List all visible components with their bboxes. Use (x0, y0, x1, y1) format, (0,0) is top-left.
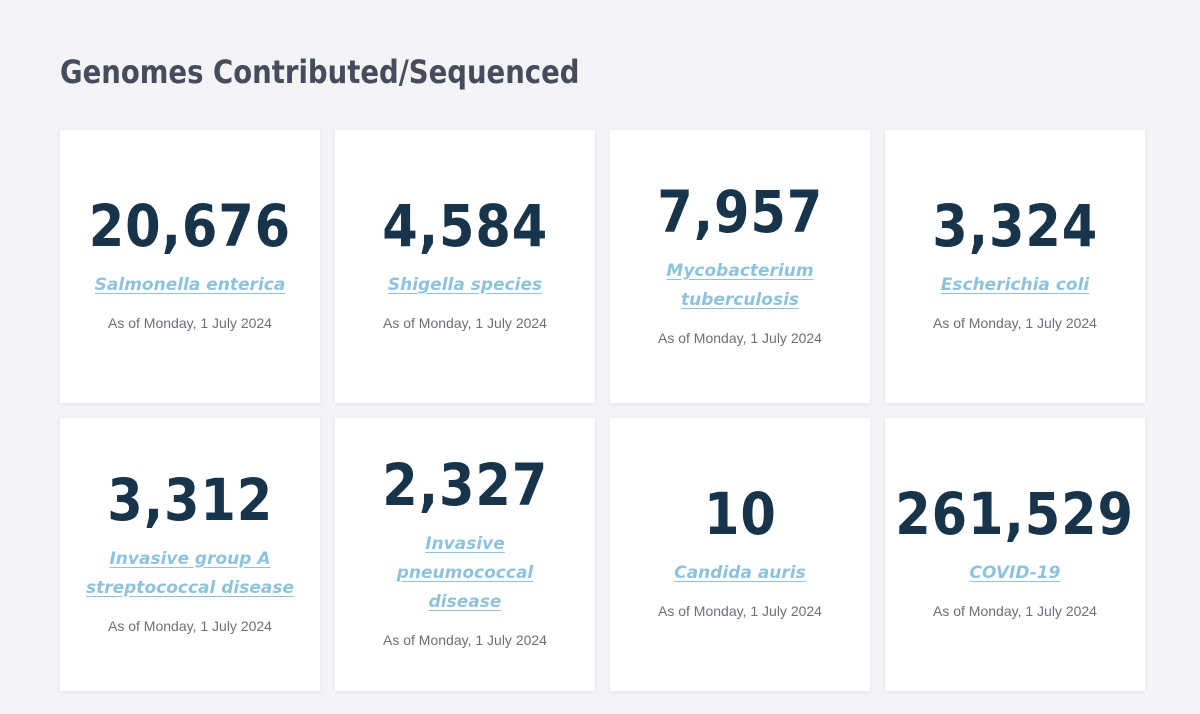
as-of-date: As of Monday, 1 July 2024 (933, 603, 1097, 619)
stat-card-covid: 261,529 COVID-19 As of Monday, 1 July 20… (885, 418, 1145, 691)
stat-card-shigella: 4,584 Shigella species As of Monday, 1 J… (335, 130, 595, 403)
genome-count: 20,676 (88, 192, 292, 260)
organism-link-pneumococcal[interactable]: Invasive pneumococcal disease (396, 534, 534, 612)
stat-card-candida: 10 Candida auris As of Monday, 1 July 20… (610, 418, 870, 691)
stat-card-pneumococcal: 2,327 Invasive pneumococcal disease As o… (335, 418, 595, 691)
genome-count: 10 (703, 480, 777, 548)
as-of-date: As of Monday, 1 July 2024 (383, 315, 547, 331)
genome-count: 4,584 (382, 192, 548, 260)
genome-count: 2,327 (382, 451, 548, 519)
organism-link-group-a-strep[interactable]: Invasive group A streptococcal disease (85, 548, 295, 598)
organism-link-candida[interactable]: Candida auris (674, 563, 806, 583)
genome-count: 7,957 (657, 177, 823, 246)
stat-card-group-a-strep: 3,312 Invasive group A streptococcal dis… (60, 418, 320, 691)
organism-link-covid[interactable]: COVID-19 (969, 563, 1061, 583)
organism-link-shigella[interactable]: Shigella species (387, 275, 543, 295)
organism-link-escherichia[interactable]: Escherichia coli (940, 275, 1090, 295)
as-of-date: As of Monday, 1 July 2024 (933, 315, 1097, 331)
genome-count: 3,312 (107, 465, 273, 534)
stat-card-salmonella: 20,676 Salmonella enterica As of Monday,… (60, 130, 320, 403)
genome-stats-grid: 20,676 Salmonella enterica As of Monday,… (60, 130, 1145, 691)
organism-link-mycobacterium[interactable]: Mycobacterium tuberculosis (666, 260, 814, 310)
stat-card-escherichia: 3,324 Escherichia coli As of Monday, 1 J… (885, 130, 1145, 403)
page-title: Genomes Contributed/Sequenced (60, 53, 580, 91)
as-of-date: As of Monday, 1 July 2024 (108, 315, 272, 331)
as-of-date: As of Monday, 1 July 2024 (658, 329, 822, 346)
genome-count: 261,529 (895, 480, 1135, 548)
genome-count: 3,324 (932, 192, 1098, 260)
organism-link-salmonella[interactable]: Salmonella enterica (94, 275, 286, 295)
as-of-date: As of Monday, 1 July 2024 (658, 603, 822, 619)
stat-card-mycobacterium: 7,957 Mycobacterium tuberculosis As of M… (610, 130, 870, 403)
as-of-date: As of Monday, 1 July 2024 (108, 617, 272, 634)
as-of-date: As of Monday, 1 July 2024 (383, 632, 547, 648)
